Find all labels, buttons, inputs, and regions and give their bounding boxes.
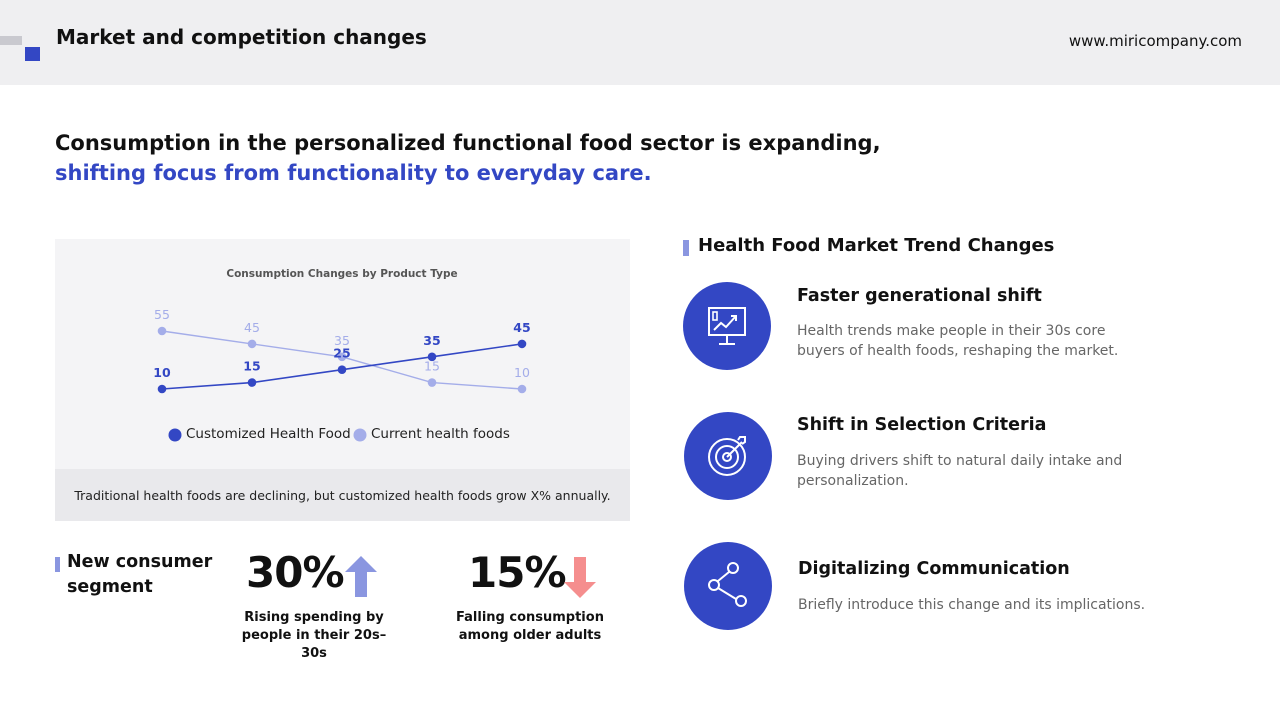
- data-label-s1-5: 45: [513, 320, 530, 335]
- headline: Consumption in the personalized function…: [55, 128, 881, 188]
- data-label-s1-4: 35: [423, 333, 440, 348]
- data-point-s2-2: [247, 339, 257, 349]
- legend-label-1: Customized Health Food: [186, 426, 351, 442]
- segment-title-marker: [55, 557, 60, 572]
- trend-item-title-3: Digitalizing Communication: [798, 559, 1070, 579]
- segment-title: New consumer segment: [67, 552, 213, 597]
- data-point-s1-2: [247, 378, 257, 387]
- trend-section-title: Health Food Market Trend Changes: [698, 235, 1055, 256]
- headline-line-2: shifting focus from functionality to eve…: [55, 161, 652, 185]
- data-label-s2-5: 10: [514, 365, 530, 380]
- company-url[interactable]: www.miricompany.com: [1068, 32, 1242, 50]
- data-point-s2-4: [427, 378, 437, 387]
- header-decoration-gray: [0, 36, 22, 45]
- trend-item-title-1: Faster generational shift: [797, 286, 1042, 306]
- trend-icon-circle-3: [684, 542, 772, 630]
- arrow-down-icon: [564, 557, 596, 598]
- data-label-s1-1: 10: [153, 365, 171, 380]
- legend-swatch-1: [168, 428, 182, 442]
- data-label-s2-2: 45: [244, 320, 260, 335]
- data-point-s1-4: [427, 352, 437, 362]
- data-point-s2-3: [337, 352, 347, 362]
- stat-caption-rising: Rising spending by people in their 20s–3…: [241, 610, 387, 661]
- line-chart: Consumption Changes by Product Type 55 45 3…: [153, 268, 530, 442]
- chart-caption-band: [55, 469, 630, 521]
- chart-title: Consumption Changes by Product Type: [226, 268, 457, 280]
- trend-item-title-2: Shift in Selection Criteria: [797, 415, 1047, 435]
- legend-label-2: Current health foods: [371, 426, 510, 442]
- trend-icon-circle-2: [684, 412, 772, 500]
- legend-swatch-2: [353, 428, 367, 442]
- data-point-s1-3: [337, 365, 347, 374]
- stat-caption-falling: Falling consumption among older adults: [456, 610, 604, 643]
- chart-monitor-icon: [708, 307, 746, 345]
- trend-item-desc-3: Briefly introduce this change and its im…: [798, 597, 1146, 613]
- trend-item-desc-1: Health trends make people in their 30s c…: [797, 323, 1119, 359]
- chart-caption: Traditional health foods are declining, …: [74, 488, 611, 503]
- data-point-s2-5: [517, 384, 527, 394]
- trend-item-desc-2: Buying drivers shift to natural daily in…: [797, 453, 1123, 489]
- stat-value-rising: 30%: [246, 548, 345, 597]
- trend-title-marker: [683, 240, 689, 256]
- data-label-s2-4: 15: [424, 359, 440, 374]
- header-bar: [0, 0, 1280, 85]
- data-point-s2-1: [157, 326, 167, 336]
- share-icon: [708, 562, 747, 607]
- arrow-up-icon: [345, 556, 377, 597]
- page-title: Market and competition changes: [56, 25, 427, 49]
- data-point-s1-5: [517, 339, 527, 349]
- trend-icon-circle-1: [683, 282, 771, 370]
- data-label-s2-1: 55: [154, 307, 170, 322]
- target-icon: [708, 436, 746, 476]
- data-point-s1-1: [157, 384, 167, 394]
- stat-value-falling: 15%: [468, 548, 567, 597]
- data-label-s1-2: 15: [243, 359, 260, 374]
- data-label-s1-3: 25: [333, 346, 350, 361]
- data-label-s2-3: 35: [334, 333, 350, 348]
- header-decoration-blue: [25, 47, 40, 61]
- headline-line-1: Consumption in the personalized function…: [55, 131, 881, 155]
